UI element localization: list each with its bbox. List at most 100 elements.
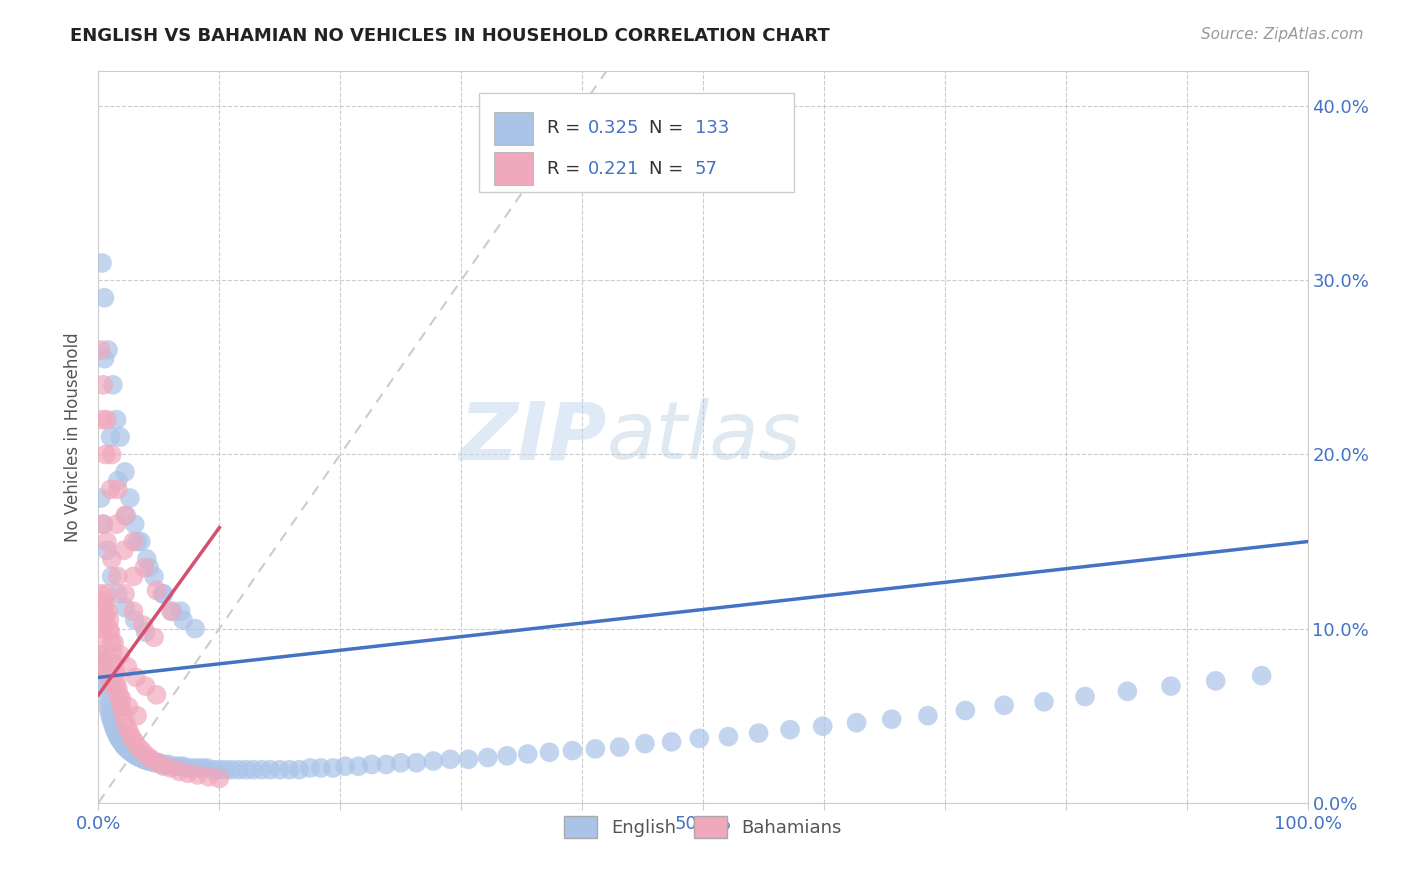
Point <box>91 595 114 609</box>
Point <box>132 752 155 766</box>
Point <box>347 759 370 773</box>
Point <box>516 747 538 761</box>
Point <box>98 622 121 636</box>
Text: N =: N = <box>648 160 689 178</box>
Point <box>228 763 250 777</box>
Point <box>259 763 281 777</box>
Point <box>103 657 125 671</box>
Point <box>152 587 174 601</box>
Text: ZIP: ZIP <box>458 398 606 476</box>
Point <box>688 731 710 746</box>
Point <box>141 754 163 768</box>
Point <box>91 517 114 532</box>
Point <box>101 377 124 392</box>
Point <box>124 613 146 627</box>
Point <box>477 750 499 764</box>
Point <box>135 679 157 693</box>
Point <box>146 756 169 770</box>
Point <box>105 673 128 688</box>
Point <box>90 631 112 645</box>
Point <box>93 660 115 674</box>
Point <box>124 735 146 749</box>
Point <box>104 682 127 697</box>
Point <box>845 715 868 730</box>
Point <box>242 763 264 777</box>
Point <box>122 569 145 583</box>
Point <box>132 618 155 632</box>
Point <box>100 673 122 688</box>
Point <box>110 700 132 714</box>
Point <box>208 763 231 777</box>
Point <box>94 682 117 697</box>
Point <box>118 743 141 757</box>
Point <box>322 761 344 775</box>
Point <box>439 752 461 766</box>
Point <box>634 737 657 751</box>
Point <box>583 741 606 756</box>
Point <box>129 750 152 764</box>
Point <box>100 448 122 462</box>
Point <box>389 756 412 770</box>
Point <box>108 648 131 662</box>
Point <box>91 653 114 667</box>
Point <box>1160 679 1182 693</box>
Point <box>214 763 236 777</box>
Point <box>169 604 191 618</box>
Point <box>112 739 135 753</box>
Point <box>187 761 209 775</box>
Point <box>136 754 159 768</box>
Point <box>135 752 157 766</box>
Point <box>134 560 156 574</box>
Point <box>124 747 146 761</box>
Point <box>143 631 166 645</box>
Point <box>108 688 131 702</box>
Text: 0.325: 0.325 <box>588 120 640 137</box>
Point <box>100 714 122 728</box>
Point <box>91 377 114 392</box>
Point <box>91 622 114 636</box>
Point <box>96 534 118 549</box>
Point <box>105 726 128 740</box>
Point <box>143 756 166 770</box>
Point <box>112 543 135 558</box>
Point <box>202 763 225 777</box>
Point <box>125 748 148 763</box>
Bar <box>494 152 533 185</box>
Point <box>1074 690 1097 704</box>
Point <box>94 607 117 622</box>
Text: R =: R = <box>547 120 586 137</box>
Point <box>107 569 129 583</box>
Point <box>91 412 114 426</box>
Point <box>160 604 183 618</box>
Point <box>127 534 149 549</box>
Point <box>269 763 291 777</box>
Point <box>169 759 191 773</box>
Point <box>993 698 1015 713</box>
Point <box>145 756 167 770</box>
Point <box>100 635 122 649</box>
Point <box>1250 668 1272 682</box>
Bar <box>494 112 533 145</box>
Point <box>135 625 157 640</box>
Point <box>135 748 157 763</box>
Point <box>115 508 138 523</box>
Point <box>143 569 166 583</box>
Point <box>172 613 194 627</box>
Point <box>191 761 214 775</box>
Point <box>125 670 148 684</box>
Point <box>221 763 243 777</box>
Point <box>880 712 903 726</box>
Point <box>98 705 121 719</box>
Text: ENGLISH VS BAHAMIAN NO VEHICLES IN HOUSEHOLD CORRELATION CHART: ENGLISH VS BAHAMIAN NO VEHICLES IN HOUSE… <box>70 27 830 45</box>
Text: 133: 133 <box>695 120 728 137</box>
Point <box>90 491 112 505</box>
Point <box>122 534 145 549</box>
Point <box>96 667 118 681</box>
Point <box>561 743 583 757</box>
Point <box>94 595 117 609</box>
Point <box>105 517 128 532</box>
Point <box>110 691 132 706</box>
Point <box>138 560 160 574</box>
Point <box>333 759 356 773</box>
Point <box>138 754 160 768</box>
